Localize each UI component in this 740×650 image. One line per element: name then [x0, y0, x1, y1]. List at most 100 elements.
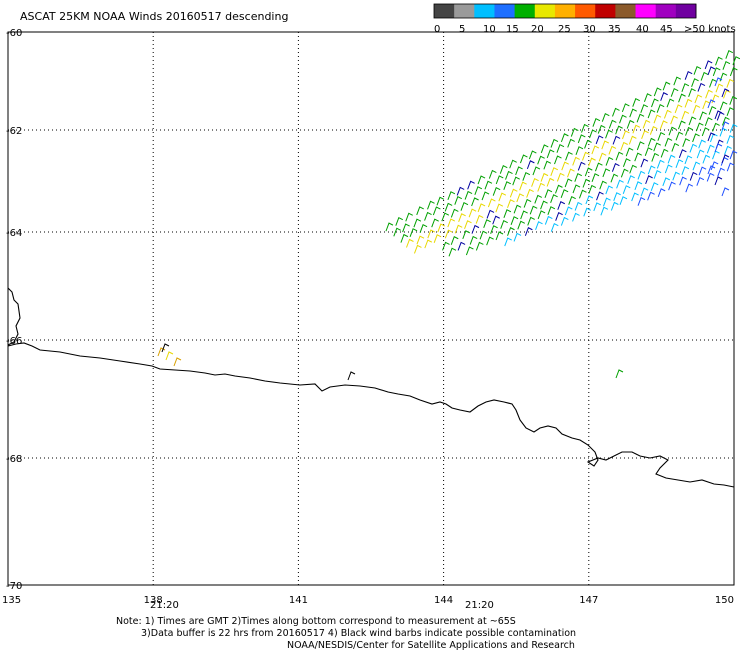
wind-barb: [555, 184, 563, 194]
wind-barb: [719, 101, 728, 111]
wind-barb: [475, 214, 484, 224]
lat-tick-label: -64: [6, 228, 22, 239]
wind-barb: [550, 167, 559, 177]
wind-barb: [565, 151, 573, 161]
wind-barb: [723, 89, 731, 99]
wind-barb: [347, 371, 356, 381]
wind-barb: [651, 98, 659, 108]
wind-barb: [707, 165, 716, 175]
wind-barb: [577, 134, 586, 144]
wind-barb: [672, 171, 681, 181]
wind-barb: [537, 182, 546, 192]
wind-barb: [488, 169, 497, 179]
wind-barb: [674, 104, 683, 114]
lat-tick-label: -66: [6, 336, 22, 347]
wind-barb: [601, 112, 610, 122]
wind-barb: [660, 148, 669, 158]
wind-barb: [544, 215, 553, 225]
wind-barb: [402, 223, 410, 233]
wind-barb: [647, 137, 656, 147]
wind-barb: [647, 165, 656, 175]
wind-barb: [714, 77, 723, 87]
wind-barb: [627, 175, 635, 185]
legend-label: >50 knots: [684, 24, 736, 35]
lon-tick-label: 144: [434, 595, 453, 606]
wind-barb: [659, 120, 668, 130]
wind-barb: [460, 202, 469, 211]
wind-barb: [605, 185, 614, 195]
wind-barb: [694, 94, 703, 104]
wind-barb: [516, 193, 525, 203]
legend-swatch: [615, 4, 637, 18]
wind-barb: [406, 238, 414, 248]
wind-barb: [657, 188, 666, 198]
plot-frame: [7, 31, 735, 586]
wind-barb: [165, 351, 174, 361]
legend-swatch: [514, 4, 536, 18]
wind-barb: [561, 161, 569, 171]
wind-barb: [685, 126, 693, 136]
wind-barb: [605, 156, 614, 166]
wind-barb: [715, 56, 723, 66]
wind-barb: [433, 234, 442, 243]
wind-barb: [405, 212, 413, 222]
wind-barb: [603, 197, 611, 207]
map-title: ASCAT 25KM NOAA Winds 20160517 descendin…: [20, 10, 288, 23]
wind-barb: [679, 176, 687, 186]
legend-swatch: [454, 4, 475, 18]
wind-barb: [595, 135, 604, 145]
wind-barb: [634, 181, 643, 191]
wind-barb: [523, 198, 532, 208]
wind-barb: [597, 124, 606, 134]
legend-swatch: [434, 4, 455, 18]
wind-barb: [550, 138, 559, 148]
wind-barb: [486, 236, 494, 246]
wind-barb: [709, 133, 718, 143]
wind-barb: [698, 166, 707, 176]
wind-barb: [642, 119, 651, 129]
legend-label: 45: [660, 24, 673, 35]
wind-barb: [554, 155, 562, 165]
wind-barb: [427, 229, 436, 239]
wind-barb: [707, 66, 716, 76]
wind-barb: [513, 232, 522, 242]
legend-swatch: [675, 4, 697, 18]
wind-barb: [631, 192, 639, 202]
wind-barb: [477, 175, 486, 185]
wind-barb: [409, 228, 418, 237]
legend-label: 25: [558, 24, 571, 35]
wind-barb: [431, 218, 439, 228]
wind-barb: [517, 220, 526, 230]
wind-barb: [507, 199, 515, 208]
wind-barb: [529, 205, 538, 215]
wind-barb: [474, 186, 483, 195]
lon-tick-label: 135: [2, 595, 21, 606]
wind-barb: [640, 158, 649, 168]
wind-barb: [544, 189, 553, 198]
wind-barb: [585, 195, 594, 205]
note-line: Note: 1) Times are GMT 2)Times along bot…: [116, 616, 516, 627]
wind-barb: [419, 223, 428, 233]
wind-barb: [709, 78, 717, 88]
wind-barb: [678, 149, 687, 158]
wind-barb: [622, 158, 631, 167]
note-line: 3)Data buffer is 22 hrs from 20160517 4)…: [141, 628, 576, 639]
wind-barb: [664, 137, 673, 147]
wind-barb: [610, 201, 619, 211]
wind-barb: [721, 187, 730, 197]
wind-barb: [448, 247, 457, 257]
wind-barb: [492, 187, 501, 196]
wind-barb: [688, 88, 696, 97]
wind-barb: [719, 72, 728, 82]
wind-barb: [498, 192, 507, 202]
wind-barb: [467, 180, 475, 190]
wind-barb: [615, 369, 624, 379]
wind-barb: [636, 141, 645, 151]
legend-label: 10: [483, 24, 496, 35]
legend-swatch: [474, 4, 495, 18]
legend-label: 20: [531, 24, 544, 35]
legend-label: 35: [608, 24, 621, 35]
wind-barb: [705, 89, 713, 99]
wind-barb: [543, 160, 552, 170]
